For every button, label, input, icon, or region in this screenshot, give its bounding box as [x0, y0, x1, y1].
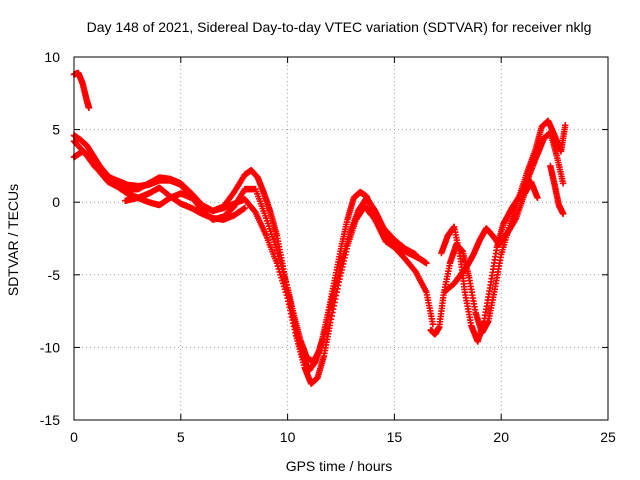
data-point	[274, 250, 282, 257]
data-point	[562, 122, 569, 129]
data-points	[70, 69, 569, 387]
series-track-9	[547, 162, 567, 218]
series-track-4	[70, 138, 419, 366]
data-point	[85, 104, 93, 112]
series-track-6	[427, 117, 569, 338]
series-track-2	[70, 132, 430, 374]
plot-frame	[73, 56, 609, 421]
y-tick-label: 5	[52, 122, 60, 138]
chart-title: Day 148 of 2021, Sidereal Day-to-day VTE…	[87, 19, 592, 35]
y-tick-label: -15	[40, 412, 60, 428]
data-point	[534, 194, 541, 202]
y-axis-label: SDTVAR / TECUs	[5, 184, 21, 296]
data-point	[283, 281, 290, 288]
data-point	[423, 259, 430, 267]
data-point	[273, 246, 281, 254]
series-track-7	[438, 129, 567, 345]
y-tick-label: -5	[48, 267, 61, 283]
x-tick-label: 25	[600, 429, 616, 445]
x-tick-label: 15	[387, 429, 403, 445]
x-tick-label: 0	[70, 429, 78, 445]
data-point	[559, 180, 567, 187]
x-tick-label: 10	[280, 429, 296, 445]
data-point	[412, 251, 419, 258]
axis-ticks: 0 5 10 15 20 25 -15 -10 -5 0 5 10	[40, 49, 616, 445]
data-point	[280, 272, 288, 279]
data-point	[429, 320, 437, 328]
data-point	[282, 278, 290, 285]
x-axis-label: GPS time / hours	[286, 458, 393, 474]
x-tick-label: 5	[177, 429, 185, 445]
data-point	[281, 275, 289, 282]
x-tick-label: 20	[493, 429, 509, 445]
series-track-8	[442, 178, 541, 294]
y-tick-label: 0	[52, 194, 60, 210]
data-point	[278, 262, 285, 270]
data-point	[241, 204, 249, 212]
data-point	[279, 268, 287, 276]
data-point	[275, 253, 282, 260]
data-point	[277, 259, 284, 266]
data-point	[279, 265, 286, 273]
y-tick-label: 10	[44, 49, 60, 65]
series-track-5	[122, 184, 249, 223]
data-point	[276, 256, 283, 263]
y-tick-label: -10	[40, 339, 60, 355]
data-point	[559, 210, 567, 218]
